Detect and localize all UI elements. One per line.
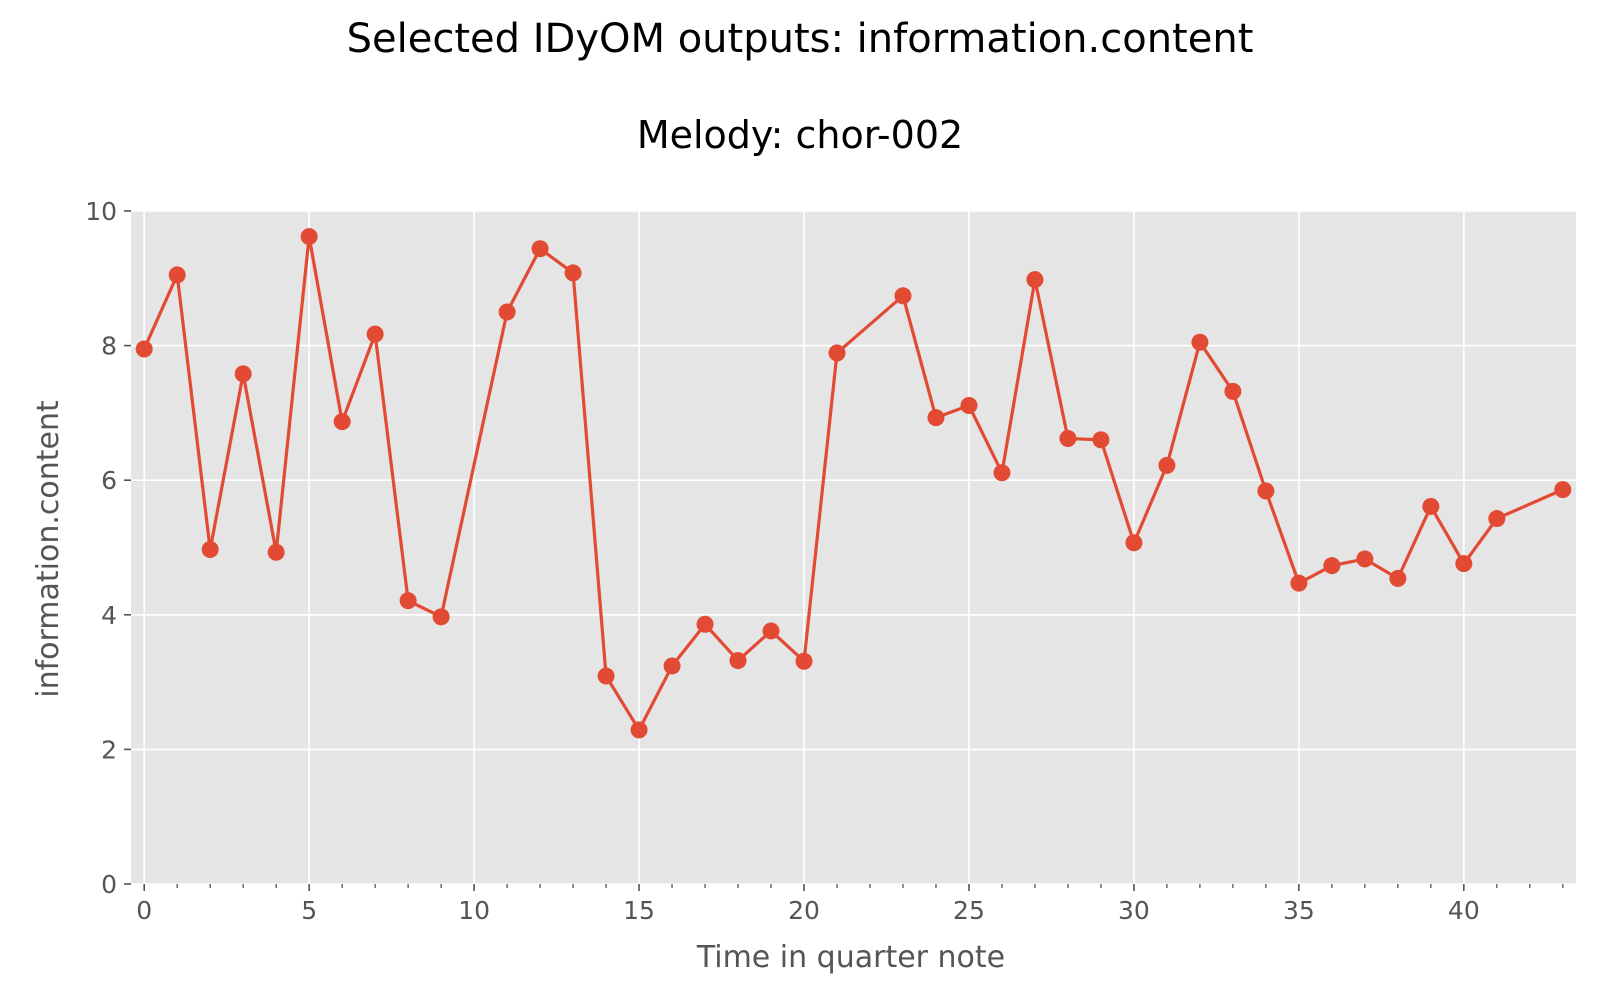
data-point	[498, 303, 516, 321]
plot-area	[131, 211, 1576, 884]
data-point	[432, 608, 450, 626]
data-point	[267, 543, 285, 561]
x-tick-label: 35	[1283, 896, 1315, 925]
data-point	[1191, 333, 1209, 351]
data-point	[663, 657, 681, 675]
data-point	[1290, 574, 1308, 592]
y-tick-label: 2	[101, 735, 117, 764]
figure-title: Selected IDyOM outputs: information.cont…	[346, 16, 1254, 62]
data-point	[1323, 557, 1341, 575]
data-point	[531, 240, 549, 258]
data-point	[927, 409, 945, 427]
x-tick-label: 15	[623, 896, 655, 925]
data-point	[1158, 456, 1176, 474]
y-axis-label: information.content	[31, 400, 66, 698]
y-tick-label: 8	[101, 332, 117, 361]
data-point	[1455, 555, 1473, 573]
x-tick-label: 5	[301, 896, 317, 925]
data-point	[564, 264, 582, 282]
y-tick-label: 4	[101, 601, 117, 630]
axes: 0 5 10 15 20 25 30 35 40 0 2 4 6 8 10	[85, 197, 1564, 925]
data-point	[1389, 569, 1407, 587]
x-axis-label: Time in quarter note	[696, 940, 1005, 975]
data-point	[993, 464, 1011, 482]
series-layer	[135, 228, 1572, 739]
data-point	[1125, 534, 1143, 552]
data-point	[1059, 429, 1077, 447]
x-tick-label: 40	[1448, 896, 1480, 925]
data-point	[399, 592, 417, 610]
data-point	[201, 541, 219, 559]
x-tick-label: 0	[136, 896, 152, 925]
data-point	[1224, 382, 1242, 400]
data-point	[828, 344, 846, 362]
data-point	[135, 340, 153, 358]
data-point	[1356, 550, 1374, 568]
data-point	[1092, 431, 1110, 449]
grid-lines	[131, 210, 1576, 885]
data-point	[1257, 482, 1275, 500]
data-point	[630, 721, 648, 739]
y-tick-label: 6	[101, 466, 117, 495]
data-point	[696, 615, 714, 633]
data-point	[1422, 497, 1440, 515]
data-point	[1026, 271, 1044, 289]
data-point	[1488, 510, 1506, 528]
chart-title: Melody: chor-002	[637, 113, 963, 157]
data-point	[762, 622, 780, 640]
x-tick-label: 10	[458, 896, 490, 925]
x-tick-label: 30	[1118, 896, 1150, 925]
data-point	[234, 365, 252, 383]
data-point	[894, 287, 912, 305]
data-point	[1554, 481, 1572, 499]
data-point	[795, 652, 813, 670]
x-tick-label: 20	[788, 896, 820, 925]
x-tick-label: 25	[953, 896, 985, 925]
data-point	[333, 413, 351, 431]
data-point	[960, 396, 978, 414]
y-tick-label: 10	[85, 197, 117, 226]
data-point	[168, 266, 186, 284]
data-point	[597, 667, 615, 685]
data-point	[300, 228, 318, 246]
data-point	[729, 652, 747, 670]
data-point	[366, 325, 384, 343]
y-tick-label: 0	[101, 870, 117, 899]
